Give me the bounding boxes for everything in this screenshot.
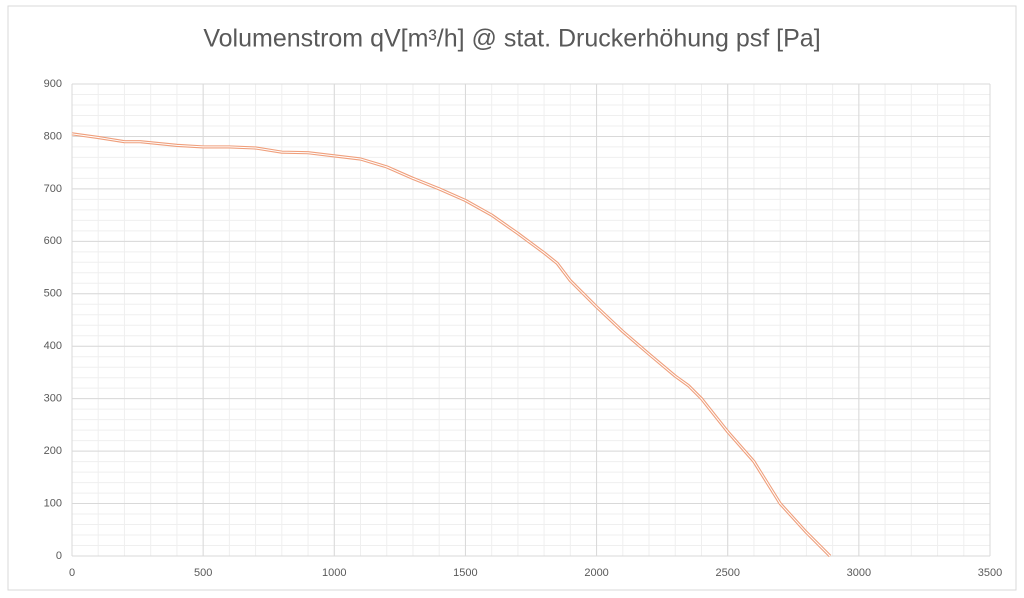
y-tick-label: 800 (44, 130, 62, 142)
y-tick-label: 900 (44, 78, 62, 90)
y-tick-label: 700 (44, 183, 62, 195)
y-tick-label: 0 (56, 550, 62, 562)
x-tick-label: 500 (194, 567, 212, 579)
x-tick-label: 2500 (715, 567, 739, 579)
y-tick-label: 400 (44, 340, 62, 352)
y-tick-label: 500 (44, 288, 62, 300)
chart-frame (7, 5, 1017, 591)
chart-title: Volumenstrom qV[m³/h] @ stat. Druckerhöh… (203, 25, 820, 53)
x-tick-label: 3000 (847, 567, 871, 579)
y-tick-label: 200 (44, 445, 62, 457)
series-line-core (71, 133, 831, 557)
x-tick-label: 1000 (322, 567, 346, 579)
x-tick-label: 3500 (978, 567, 1002, 579)
x-tick-label: 2000 (584, 567, 608, 579)
y-tick-label: 100 (44, 497, 62, 509)
y-tick-label: 600 (44, 235, 62, 247)
x-tick-label: 1500 (453, 567, 477, 579)
x-tick-label: 0 (69, 567, 75, 579)
y-tick-label: 300 (44, 393, 62, 405)
